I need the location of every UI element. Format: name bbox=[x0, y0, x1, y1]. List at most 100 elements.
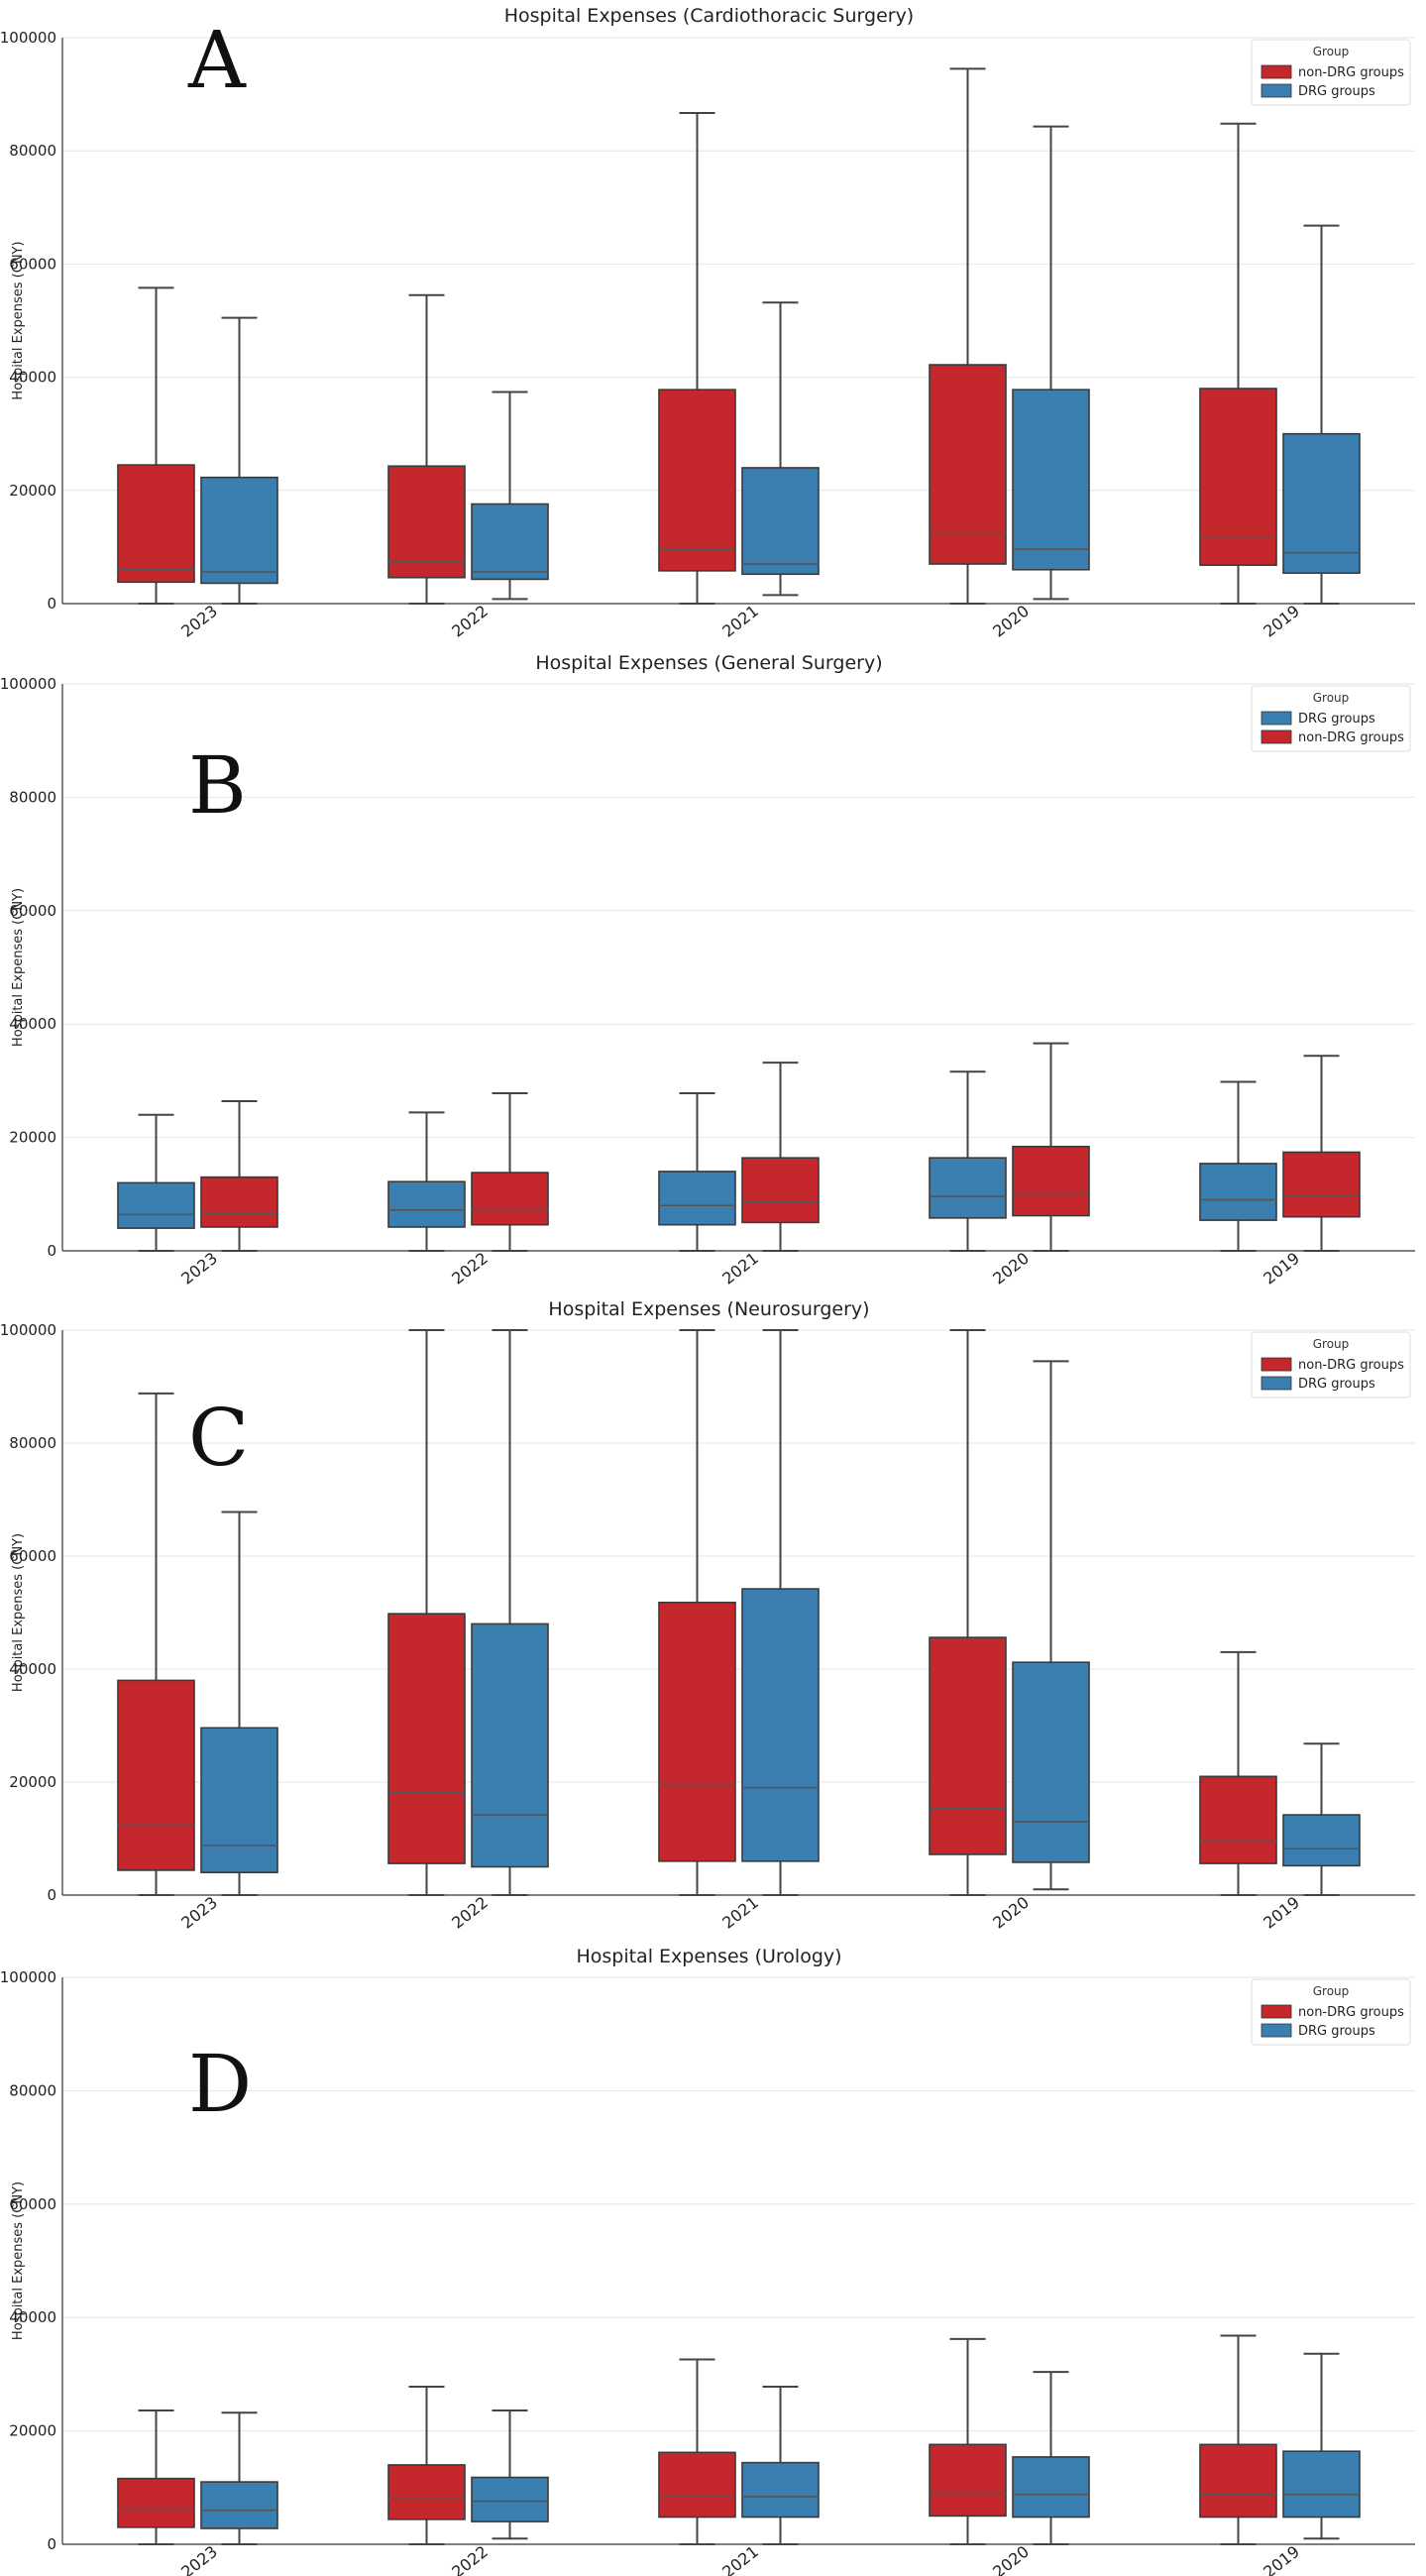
legend: Group non-DRG groups DRG groups bbox=[1251, 39, 1411, 106]
box-2022-non-drg bbox=[387, 293, 466, 605]
x-tick-label: 2019 bbox=[1260, 602, 1303, 641]
x-tick-label: 2020 bbox=[989, 1893, 1033, 1933]
chart-title: Hospital Expenses (Urology) bbox=[576, 1946, 841, 1967]
box-2022-drg bbox=[471, 2409, 549, 2540]
y-tick-label: 80000 bbox=[9, 2081, 56, 2099]
legend-swatch bbox=[1261, 2023, 1292, 2038]
y-axis-label: Hospital Expenses (CNY) bbox=[11, 888, 26, 1047]
y-tick-label: 80000 bbox=[9, 142, 56, 160]
panel-letter: C bbox=[188, 1392, 249, 1484]
x-tick-label: 2023 bbox=[177, 602, 221, 641]
box-2021-non-drg bbox=[658, 1329, 736, 1896]
y-tick-label: 80000 bbox=[9, 788, 56, 806]
x-tick-label: 2020 bbox=[989, 2542, 1033, 2576]
box-iqr bbox=[387, 2464, 466, 2520]
box-2023-non-drg bbox=[117, 286, 195, 605]
y-tick-label: 20000 bbox=[9, 482, 56, 500]
legend: Group non-DRG groups DRG groups bbox=[1251, 1331, 1411, 1399]
box-iqr bbox=[1012, 389, 1090, 571]
legend-swatch bbox=[1261, 729, 1292, 744]
box-iqr bbox=[741, 467, 820, 576]
box-iqr bbox=[471, 1623, 549, 1868]
box-2021-non-drg bbox=[658, 111, 736, 605]
legend-title: Group bbox=[1313, 1984, 1350, 1998]
chart-title: Hospital Expenses (General Surgery) bbox=[535, 652, 882, 674]
chart-title: Hospital Expenses (Cardiothoracic Surger… bbox=[504, 5, 914, 27]
box-iqr bbox=[471, 1172, 549, 1226]
box-2019-drg bbox=[1282, 224, 1361, 605]
legend-title: Group bbox=[1313, 1337, 1350, 1351]
box-iqr bbox=[1199, 1775, 1277, 1864]
box-2022-non-drg bbox=[471, 1091, 549, 1252]
box-2019-non-drg bbox=[1199, 2334, 1277, 2545]
y-tick-label: 60000 bbox=[9, 902, 56, 920]
box-2021-drg bbox=[741, 1329, 820, 1896]
box-iqr bbox=[117, 2477, 195, 2528]
x-tick-label: 2020 bbox=[989, 602, 1033, 641]
box-iqr bbox=[200, 476, 278, 585]
box-2020-non-drg bbox=[1012, 1042, 1090, 1252]
legend-swatch bbox=[1261, 2004, 1292, 2019]
legend-label: non-DRG groups bbox=[1298, 730, 1404, 745]
x-tick-label: 2022 bbox=[448, 1249, 492, 1288]
box-iqr bbox=[387, 465, 466, 579]
box-iqr bbox=[929, 364, 1007, 565]
y-tick-label: 100000 bbox=[0, 29, 56, 47]
x-tick-label: 2019 bbox=[1260, 1893, 1303, 1933]
box-2020-drg bbox=[1012, 1360, 1090, 1891]
chart-title: Hospital Expenses (Neurosurgery) bbox=[548, 1298, 869, 1320]
x-tick-label: 2023 bbox=[177, 2542, 221, 2576]
y-tick-label: 0 bbox=[47, 595, 56, 613]
y-tick-label: 100000 bbox=[0, 675, 56, 693]
box-2023-drg bbox=[200, 316, 278, 605]
legend: Group DRG groups non-DRG groups bbox=[1251, 685, 1411, 752]
box-iqr bbox=[117, 1679, 195, 1871]
y-tick-label: 60000 bbox=[9, 1547, 56, 1565]
box-2019-non-drg bbox=[1199, 122, 1277, 605]
legend-label: non-DRG groups bbox=[1298, 1358, 1404, 1373]
box-2020-drg bbox=[929, 1070, 1007, 1252]
box-2021-drg bbox=[658, 1091, 736, 1252]
box-iqr bbox=[741, 1588, 820, 1862]
panel-letter: B bbox=[188, 739, 247, 832]
y-tick-label: 20000 bbox=[9, 2422, 56, 2440]
box-2019-drg bbox=[1199, 1080, 1277, 1252]
box-2023-non-drg bbox=[117, 1392, 195, 1896]
box-2023-drg bbox=[200, 1511, 278, 1896]
box-iqr bbox=[1012, 1145, 1090, 1217]
legend-label: non-DRG groups bbox=[1298, 65, 1404, 80]
box-2023-non-drg bbox=[117, 2409, 195, 2545]
y-axis-label: Hospital Expenses (CNY) bbox=[11, 2182, 26, 2340]
x-tick-label: 2022 bbox=[448, 602, 492, 641]
box-iqr bbox=[387, 1180, 466, 1228]
box-iqr bbox=[1012, 1661, 1090, 1863]
legend-label: DRG groups bbox=[1298, 2024, 1375, 2039]
y-tick-label: 60000 bbox=[9, 2195, 56, 2213]
panel-a: 0 20000 40000 60000 80000 100000 Hospital Expe… bbox=[0, 5, 1415, 641]
y-tick-label: 40000 bbox=[9, 369, 56, 387]
box-iqr bbox=[1282, 2450, 1361, 2519]
box-iqr bbox=[1199, 2443, 1277, 2519]
box-2022-drg bbox=[387, 1111, 466, 1252]
y-tick-label: 20000 bbox=[9, 1129, 56, 1147]
y-tick-label: 20000 bbox=[9, 1773, 56, 1791]
y-axis-label: Hospital Expenses (CNY) bbox=[11, 241, 26, 399]
legend-swatch bbox=[1261, 64, 1292, 79]
x-tick-label: 2021 bbox=[718, 1893, 762, 1933]
box-iqr bbox=[1199, 1163, 1277, 1221]
legend-swatch bbox=[1261, 1376, 1292, 1391]
x-tick-label: 2019 bbox=[1260, 1249, 1303, 1288]
box-2021-drg bbox=[741, 2385, 820, 2545]
y-tick-label: 40000 bbox=[9, 2308, 56, 2326]
legend: Group non-DRG groups DRG groups bbox=[1251, 1978, 1411, 2046]
box-2023-drg bbox=[200, 2411, 278, 2545]
x-tick-label: 2021 bbox=[718, 602, 762, 641]
box-iqr bbox=[1012, 2456, 1090, 2519]
box-2021-non-drg bbox=[741, 1062, 820, 1252]
box-2022-non-drg bbox=[387, 1329, 466, 1896]
legend-label: DRG groups bbox=[1298, 712, 1375, 727]
box-iqr bbox=[200, 2481, 278, 2529]
box-iqr bbox=[658, 2451, 736, 2519]
legend-swatch bbox=[1261, 83, 1292, 98]
box-iqr bbox=[658, 1171, 736, 1226]
